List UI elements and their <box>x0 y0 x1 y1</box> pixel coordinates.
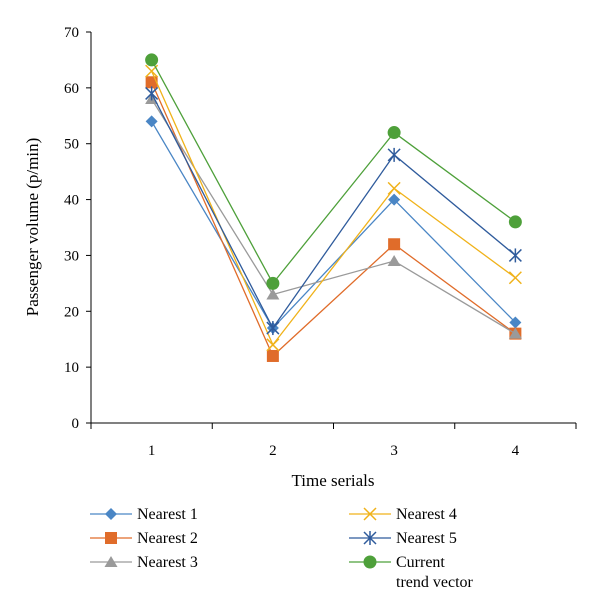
data-point-nearest-4 <box>508 271 522 285</box>
legend-item-nearest-5: Nearest 5 <box>349 530 457 547</box>
data-point-current-trend-vector <box>508 215 522 229</box>
data-point-nearest-3 <box>387 255 401 267</box>
data-point-nearest-2 <box>266 349 279 362</box>
series-line-nearest-5 <box>151 93 516 330</box>
y-tick-label: 70 <box>64 25 79 41</box>
legend-label: Nearest 1 <box>137 506 198 523</box>
data-point-nearest-1 <box>145 115 158 128</box>
x-tick-label: 4 <box>512 443 520 459</box>
data-point-current-trend-vector <box>266 276 280 290</box>
legend: Nearest 1 Nearest 2 Nearest 3 Nearest 4 Near… <box>90 506 474 591</box>
series-nearest-1 <box>145 115 522 335</box>
data-point-nearest-5 <box>266 321 280 336</box>
data-point-nearest-4 <box>387 181 401 195</box>
legend-item-nearest-1: Nearest 1 <box>90 506 198 523</box>
legend-marker-nearest-3 <box>104 556 118 567</box>
x-tick-label: 2 <box>269 443 277 459</box>
legend-marker-nearest-5 <box>363 531 377 545</box>
legend-label: Nearest 4 <box>396 506 457 523</box>
series-nearest-3 <box>145 93 522 339</box>
data-point-current-trend-vector <box>387 126 401 140</box>
data-point-nearest-5 <box>508 248 522 263</box>
legend-marker-nearest-2 <box>105 532 117 544</box>
y-ticks: 0 10 20 30 40 50 60 70 <box>64 25 91 432</box>
data-point-current-trend-vector <box>145 53 159 67</box>
legend-item-nearest-3: Nearest 3 <box>90 554 198 571</box>
data-point-nearest-5 <box>145 86 159 101</box>
legend-label: Nearest 3 <box>137 554 198 571</box>
y-tick-label: 40 <box>64 193 79 209</box>
series-current-trend-vector <box>145 53 522 290</box>
series-nearest-4 <box>145 64 522 352</box>
x-tick-label: 3 <box>390 443 398 459</box>
data-point-nearest-3 <box>508 327 522 339</box>
legend-marker-nearest-4 <box>363 507 377 521</box>
y-tick-label: 60 <box>64 81 79 97</box>
data-point-nearest-4 <box>266 338 280 352</box>
y-tick-label: 50 <box>64 137 79 153</box>
series-line-nearest-1 <box>151 121 516 330</box>
legend-label: Nearest 5 <box>396 530 457 547</box>
series-layer <box>145 53 522 362</box>
legend-item-nearest-4: Nearest 4 <box>349 506 457 523</box>
legend-label: Nearest 2 <box>137 530 198 547</box>
series-nearest-2 <box>145 76 522 362</box>
y-tick-label: 20 <box>64 304 79 320</box>
y-tick-label: 0 <box>72 416 80 432</box>
y-axis-title: Passenger volume (p/min) <box>23 138 42 316</box>
legend-label: Current trend vector <box>396 554 474 591</box>
legend-item-current-trend-vector: Current trend vector <box>349 554 474 591</box>
series-nearest-5 <box>145 86 522 336</box>
legend-item-nearest-2: Nearest 2 <box>90 530 198 547</box>
data-point-nearest-1 <box>388 193 401 206</box>
y-tick-label: 30 <box>64 248 79 264</box>
series-line-nearest-2 <box>151 82 516 358</box>
x-tick-label: 1 <box>148 443 156 459</box>
axes <box>90 32 576 424</box>
x-ticks: 1 2 3 4 <box>90 423 577 459</box>
y-tick-label: 10 <box>64 360 79 376</box>
series-line-nearest-4 <box>151 70 516 347</box>
series-line-nearest-3 <box>151 98 516 335</box>
x-axis-title: Time serials <box>292 471 375 490</box>
series-line-current-trend-vector <box>151 59 516 285</box>
data-point-nearest-1 <box>509 316 522 329</box>
data-point-nearest-3 <box>266 288 280 300</box>
data-point-nearest-2 <box>388 238 401 251</box>
data-point-nearest-5 <box>387 147 401 162</box>
legend-marker-nearest-1 <box>105 508 117 520</box>
legend-marker-current-trend-vector <box>363 555 377 569</box>
